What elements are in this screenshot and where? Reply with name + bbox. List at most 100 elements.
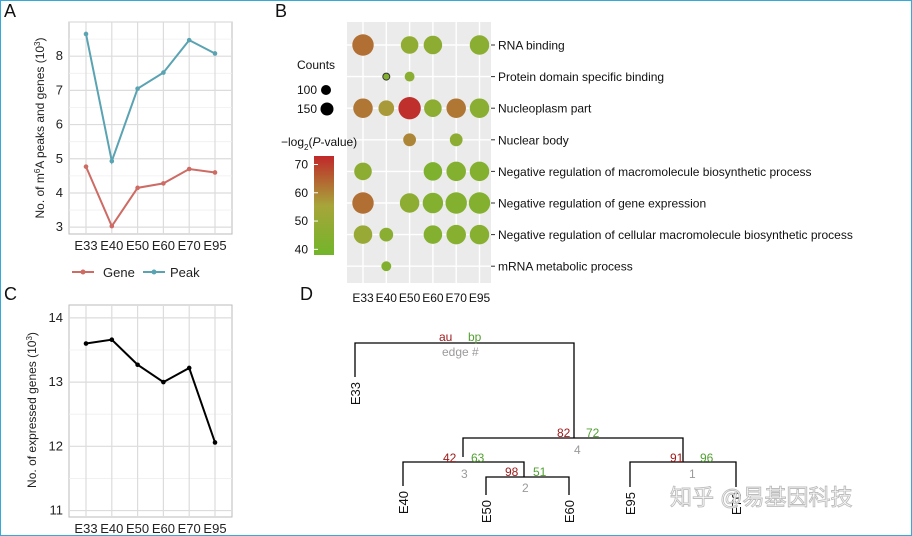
x-tick-label: E50 [126,521,149,536]
column-label: E33 [352,291,374,305]
column-label: E70 [446,291,468,305]
bubble-point [468,192,491,214]
panel-label-b: B [275,1,287,21]
counts-legend-150-dot [320,102,334,116]
y-tick-label: 13 [49,374,63,389]
data-point [109,337,115,342]
x-tick-label: E50 [126,238,149,253]
data-point [135,185,140,191]
panel-c-plot-area [68,304,233,518]
color-legend-title: −log2(P-value) [281,135,357,152]
x-tick-label: E33 [74,521,97,536]
dendrogram-node-2-branch [485,476,570,495]
bubble-point [446,224,466,245]
node-3-au: 42 [443,451,457,465]
bubble-point [449,133,463,147]
leaf-e40: E40 [396,491,411,514]
column-label: E50 [399,291,421,305]
node-1-edge: 1 [689,467,696,481]
data-point [186,37,192,43]
dendrogram-legend-bp: bp [468,330,482,344]
y-tick-label: 6 [56,117,63,132]
leaf-e50: E50 [479,500,494,523]
row-label: Protein domain specific binding [498,70,664,84]
panel-c-chart: 11 12 13 14 E33 E40 E50 E60 E70 E95 No. of expre… [25,304,233,536]
bubble-point [469,35,490,55]
node-1-bp: 96 [700,451,714,465]
x-tick-label: E95 [203,521,226,536]
x-tick-label: E40 [100,521,123,536]
bubble-point [445,192,467,214]
legend-gene-dot [80,269,86,275]
row-label: Nuclear body [498,133,569,147]
dendrogram-node-1-branch [629,461,737,487]
data-point [109,158,115,164]
x-tick-label: E40 [100,238,123,253]
bubble-point [423,162,443,181]
panel-d-dendrogram [354,342,737,495]
panel-label-d: D [300,284,313,304]
panel-b-chart: RNA binding Protein domain specific bindi… [281,22,853,305]
panel-b-points [352,34,491,272]
row-label: RNA binding [498,39,565,53]
dendrogram-legend-au: au [439,330,452,344]
panel-c-y-axis-label: No. of expressed genes (103) [25,332,39,488]
dendrogram-node-3-branch [402,461,525,486]
bubble-point [423,225,443,244]
color-tick-label: 70 [295,157,309,171]
y-tick-label: 3 [56,219,63,234]
bubble-point [446,98,466,118]
bubble-point [469,98,490,118]
data-point [109,223,115,229]
x-tick-label: E33 [74,238,97,253]
bubble-point [353,225,373,244]
panel-a-chart: 3 4 5 6 7 8 E33 E40 E50 E60 E70 E95 No. of m6A pea… [33,21,233,280]
y-tick-label: 8 [56,48,63,63]
panel-label-c: C [4,284,17,304]
bubble-point [382,72,391,81]
series-line [85,33,216,165]
data-point [83,31,89,37]
data-point [186,166,192,172]
y-tick-label: 4 [56,185,63,200]
y-tick-label: 7 [56,82,63,97]
node-2-edge: 2 [522,481,529,495]
counts-legend-150-label: 150 [297,102,317,116]
x-tick-label: E70 [178,521,201,536]
panel-b-column-labels: E33 E40 E50 E60 E70 E95 [352,291,490,305]
bubble-point [352,34,374,56]
panel-a-legend: Gene Peak [72,265,200,280]
panel-a-y-ticks: 3 4 5 6 7 8 [56,48,63,234]
series-line [85,338,216,443]
panel-label-a: A [4,1,16,21]
panel-d-labels: au bp edge # 82 72 4 42 63 3 98 51 2 91 … [348,330,744,523]
color-legend-ticks: 70 60 50 40 [295,157,318,256]
data-point [212,51,218,56]
panel-a-plot-area [68,21,233,235]
bubble-point [404,71,415,82]
panel-c-grid [69,305,232,517]
bubble-point [352,192,374,214]
dendrogram-legend-edge: edge # [442,345,479,359]
bubble-point [469,224,490,245]
data-point [135,362,140,368]
bubble-point [378,100,395,117]
y-tick-label: 12 [49,438,63,453]
bubble-point [403,133,416,147]
node-3-bp: 63 [471,451,485,465]
y-tick-label: 11 [50,503,64,518]
data-point [135,86,140,91]
panel-a-x-ticks: E33 E40 E50 E60 E70 E95 [74,238,226,253]
data-point [83,164,89,169]
leaf-e70: E70 [729,492,744,515]
data-point [83,341,89,346]
legend-peak-dot [151,269,157,275]
counts-legend-title: Counts [297,58,335,72]
bubble-point [379,227,394,242]
node-4-au: 82 [557,426,571,440]
node-3-edge: 3 [461,467,468,481]
bubble-point [398,97,421,120]
leaf-e33: E33 [348,382,363,405]
color-tick-label: 40 [295,242,309,256]
panel-b-plot-area [347,22,491,283]
